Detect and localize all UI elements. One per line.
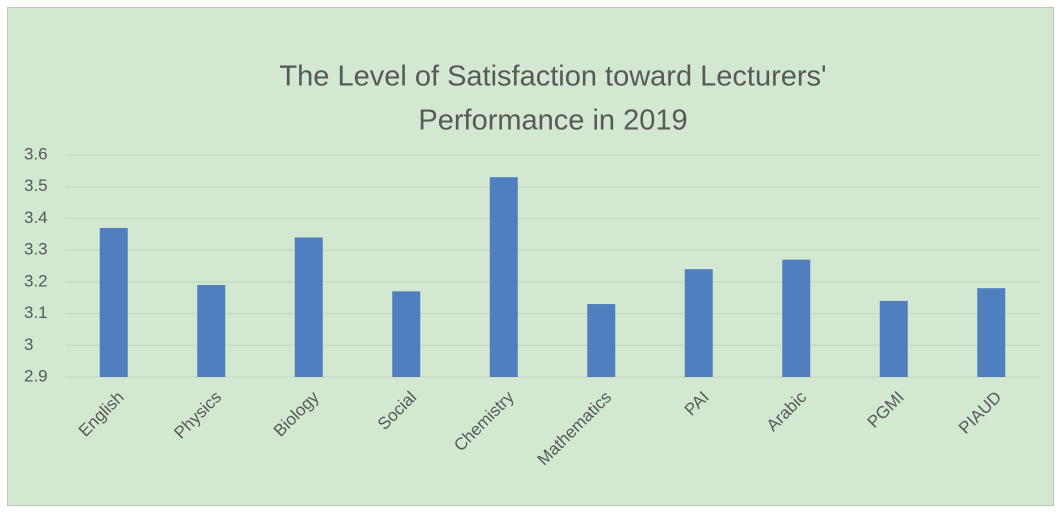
y-tick-label: 3.2 <box>24 271 48 290</box>
bar <box>587 304 616 377</box>
bar <box>782 259 811 377</box>
bar <box>684 269 713 377</box>
bar <box>99 227 128 377</box>
bar <box>489 177 518 377</box>
chart-title: Performance in 2019 <box>418 105 687 137</box>
y-tick-label: 3.4 <box>24 208 48 227</box>
bar <box>197 285 226 377</box>
bar <box>879 300 908 377</box>
y-tick-label: 2.9 <box>24 366 48 385</box>
chart-background <box>7 7 1054 506</box>
chart-title: The Level of Satisfaction toward Lecture… <box>279 61 826 93</box>
y-tick-label: 3.6 <box>24 144 48 163</box>
y-tick-label: 3.5 <box>24 176 48 195</box>
y-tick-label: 3 <box>24 335 33 354</box>
bar <box>392 291 421 377</box>
y-tick-label: 3.1 <box>24 303 48 322</box>
bar <box>294 237 323 377</box>
y-tick-label: 3.3 <box>24 240 48 259</box>
bar <box>977 288 1006 377</box>
